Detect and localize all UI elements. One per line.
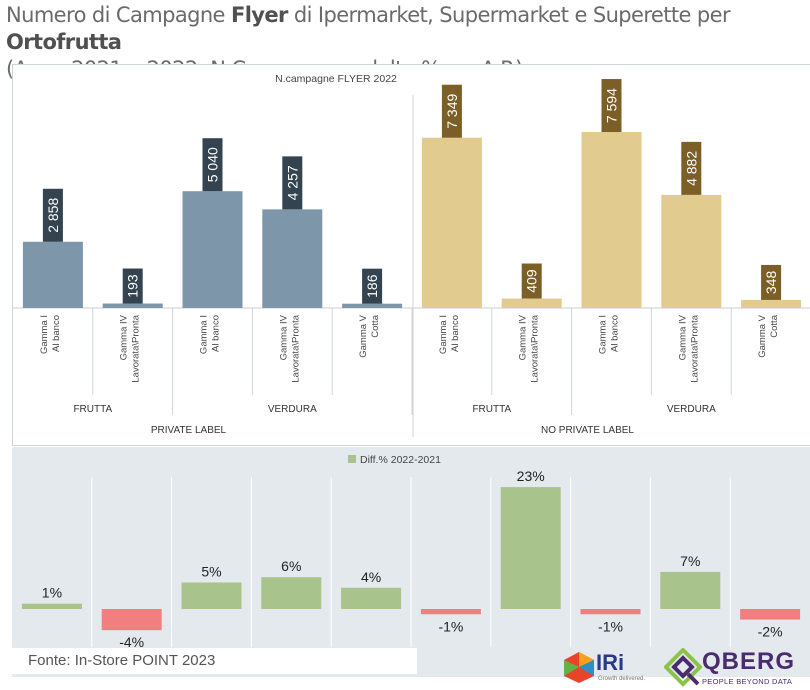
campaign-bar [342,303,403,308]
campaign-value-label: 348 [763,271,779,295]
campaign-value-label-bg [282,156,303,210]
campaign-bar [262,209,323,308]
campaign-bar [102,303,163,308]
category-label: Lavorata\Pronta [689,314,700,382]
campaign-bar [501,298,562,308]
diff-bar [500,487,561,609]
category-label: Gamma I [438,315,449,354]
campaign-value-label-bg [362,268,383,304]
category-label: Gamma I [598,315,609,354]
title-part-flyer: Flyer [230,3,288,27]
title-part-c: di Ipermarket, Supermarket e Superette p… [287,3,731,27]
qberg-logo-tagline: PEOPLE BEYOND DATA [702,677,793,686]
category-label: Al banco [450,315,461,352]
title-line-1: Numero di Campagne Flyer di Ipermarket, … [6,2,806,56]
diff-bar [660,571,721,609]
campaign-value-label-bg [202,138,223,192]
campaigns-chart-panel: N.campagne FLYER 2022 2 858 Gamma I Al banc… [12,64,810,446]
category-label: Gamma I [39,315,50,354]
campaign-value-label-bg [441,84,462,138]
campaign-value-label: 7 594 [604,88,620,123]
diff-bar [740,609,801,620]
category-label: Lavorata\Pronta [131,314,142,382]
category-label: Gamma IV [518,314,529,360]
group-label: NO PRIVATE LABEL [541,425,634,436]
diff-value-label: -1% [438,618,463,634]
diff-bar [580,609,641,615]
diff-value-label: 4% [361,569,381,585]
iri-logo-text: IRi [596,650,625,675]
qberg-logo: QBERG PEOPLE BEYOND DATA [662,646,808,690]
campaign-bar [182,191,243,308]
subgroup-label: VERDURA [667,404,716,415]
diff-chart-panel: Diff.% 2022-2021 1% -4% 5% 6% 4% -1% 23% -1% 7% -2… [12,447,810,677]
group-label: PRIVATE LABEL [151,425,227,436]
campaign-value-label: 4 882 [683,151,699,186]
diff-bar [21,603,82,609]
campaign-bar [421,137,482,308]
subgroup-label: FRUTTA [73,404,112,415]
diff-value-label: 1% [42,585,62,601]
diff-value-label: -1% [598,618,623,634]
legend-label: Diff.% 2022-2021 [360,454,441,466]
iri-logo: IRi Growth delivered. [560,648,648,688]
campaign-value-label-bg [601,79,622,133]
campaign-bar [741,299,802,308]
campaigns-chart-title: N.campagne FLYER 2022 [275,73,397,85]
category-label: Gamma V [757,314,768,357]
campaign-value-label: 4 257 [284,165,300,200]
campaign-value-label-bg [761,264,782,300]
campaign-value-label: 5 040 [205,147,221,182]
diff-bar [101,609,162,631]
category-label: Gamma IV [677,314,688,360]
diff-bar [341,587,402,609]
campaign-bar [661,194,722,308]
source-note: Fonte: In-Store POINT 2023 [4,648,417,674]
diff-value-label: 7% [680,553,700,569]
diff-value-label: 5% [201,564,221,580]
subgroup-label: VERDURA [268,404,317,415]
category-label: Cotta [769,314,780,337]
category-label: Al banco [610,315,621,352]
category-label: Gamma I [199,315,210,354]
campaign-value-label: 193 [125,274,141,298]
category-label: Gamma IV [119,314,130,360]
campaign-value-label: 2 858 [45,198,61,233]
diff-value-label: -4% [119,634,144,650]
diff-bar [261,577,322,609]
category-label: Lavorata\Pronta [290,314,301,382]
category-label: Gamma V [358,314,369,357]
diff-bar [420,609,481,615]
title-part-ortofrutta: Ortofrutta [6,30,122,54]
category-label: Al banco [211,315,222,352]
subgroup-label: FRUTTA [472,404,511,415]
diff-bar [181,582,242,609]
title-part-a: Numero di Campagne [6,3,231,27]
campaign-bar [22,241,83,308]
category-label: Gamma IV [278,314,289,360]
campaign-value-label-bg [42,188,63,242]
campaign-value-label-bg [122,268,143,304]
qberg-logo-mark-icon [664,648,702,687]
iri-logo-tagline: Growth delivered. [598,676,646,682]
campaign-bar [581,132,642,308]
campaign-value-label-bg [521,263,542,299]
campaign-value-label-bg [681,141,702,195]
diff-value-label: -2% [758,624,783,640]
diff-value-label: 23% [517,468,545,484]
legend-marker [348,455,356,463]
campaign-value-label: 409 [524,269,540,293]
diff-bar-chart: Diff.% 2022-2021 1% -4% 5% 6% 4% -1% 23% -1% 7% -2… [21,454,801,650]
category-label: Al banco [51,315,62,352]
iri-logo-mark-icon [564,652,594,683]
category-label: Lavorata\Pronta [530,314,541,382]
campaign-value-label: 7 349 [444,93,460,128]
diff-value-label: 6% [281,558,301,574]
category-label: Cotta [370,314,381,337]
qberg-logo-text: QBERG [702,648,796,675]
campaign-value-label: 186 [364,274,380,298]
